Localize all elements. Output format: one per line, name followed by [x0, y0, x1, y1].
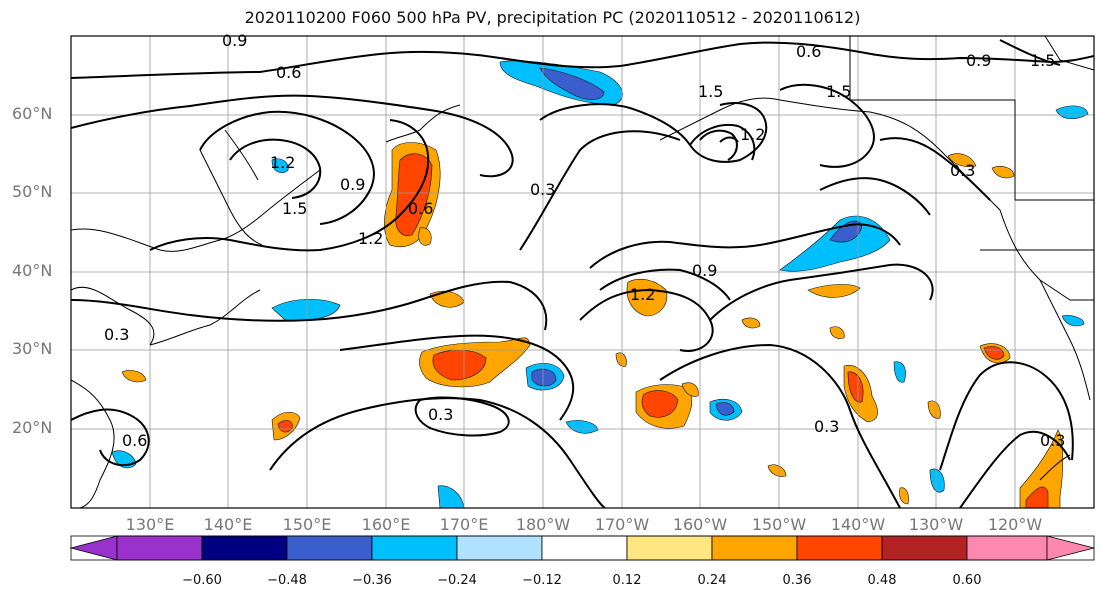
colorbar-tick: 0.48 — [867, 573, 897, 588]
colorbar-tick: 0.12 — [612, 573, 642, 588]
lon-label: 130°W — [908, 515, 964, 534]
lat-label: 40°N — [12, 261, 53, 280]
colorbar-tick: 0.36 — [782, 573, 812, 588]
lon-label: 160°W — [672, 515, 728, 534]
lat-label: 20°N — [12, 418, 53, 437]
contour-label: 0.3 — [950, 161, 975, 180]
lat-label: 50°N — [12, 182, 53, 201]
contour-label: 0.3 — [428, 405, 453, 424]
contour-label: 0.3 — [530, 180, 555, 199]
contour-label: 0.3 — [814, 417, 839, 436]
contour-label: 0.9 — [966, 51, 991, 70]
lon-label: 170°W — [594, 515, 650, 534]
lat-label: 60°N — [12, 104, 53, 123]
contour-label: 1.2 — [358, 229, 383, 248]
contour-label: 0.6 — [276, 63, 301, 82]
contour-label: 1.5 — [826, 82, 851, 101]
contour-label: 1.2 — [270, 153, 295, 172]
lon-label: 120°W — [987, 515, 1043, 534]
lon-label: 170°E — [439, 515, 489, 534]
contour-label: 1.5 — [1030, 51, 1055, 70]
pv-contours — [71, 39, 1094, 508]
colorbar-tick: −0.48 — [267, 573, 307, 588]
lon-label: 130°E — [125, 515, 175, 534]
contour-label: 1.5 — [282, 199, 307, 218]
lon-label: 150°E — [282, 515, 332, 534]
contour-label: 0.6 — [122, 431, 147, 450]
colorbar-tick: −0.60 — [182, 573, 222, 588]
contour-label: 0.3 — [104, 325, 129, 344]
contour-labels: 0.9 0.6 0.6 0.9 1.5 1.5 1.5 1.2 0.9 1.5 … — [104, 31, 1065, 450]
precipitation-shading — [111, 60, 1089, 508]
contour-label: 0.9 — [692, 261, 717, 280]
colorbar — [69, 535, 1095, 561]
contour-label: 0.9 — [222, 31, 247, 50]
contour-label: 1.2 — [630, 285, 655, 304]
colorbar-tick: −0.36 — [352, 573, 392, 588]
colorbar-tick: −0.24 — [437, 573, 477, 588]
lat-label: 30°N — [12, 339, 53, 358]
contour-label: 0.6 — [408, 199, 433, 218]
contour-label: 0.3 — [1040, 431, 1065, 450]
colorbar-tick: 0.24 — [697, 573, 727, 588]
map-frame — [70, 35, 1095, 509]
contour-label: 0.6 — [796, 42, 821, 61]
colorbar-tick: 0.60 — [952, 573, 982, 588]
contour-label: 0.9 — [340, 175, 365, 194]
colorbar-tick: −0.12 — [522, 573, 562, 588]
map-title: 2020110200 F060 500 hPa PV, precipitatio… — [244, 8, 861, 27]
lon-label: 140°E — [203, 515, 253, 534]
contour-label: 1.5 — [698, 82, 723, 101]
lon-label: 160°E — [361, 515, 411, 534]
contour-label: 1.2 — [740, 125, 765, 144]
lon-label: 140°W — [830, 515, 886, 534]
lon-label: 150°W — [751, 515, 807, 534]
lon-label: 180°W — [515, 515, 571, 534]
